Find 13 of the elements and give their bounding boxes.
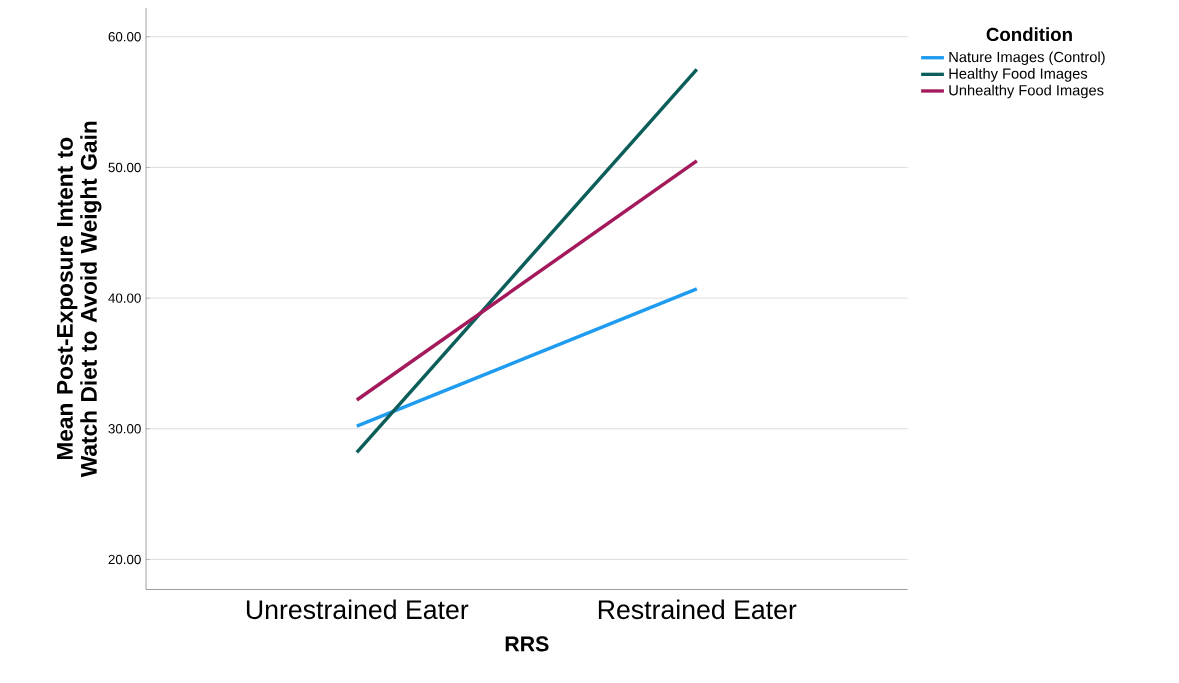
legend-label: Healthy Food Images <box>949 68 1088 82</box>
x-axis-title: RRS <box>505 636 549 652</box>
x-tick-label: Unrestrained Eater <box>246 599 469 620</box>
y-tick-label: 50.00 <box>108 162 141 173</box>
y-tick-label: 30.00 <box>108 424 141 434</box>
y-tick-label: 40.00 <box>108 293 141 303</box>
x-tick-label: Restrained Eater <box>598 599 797 620</box>
legend-label: Unhealthy Food Images <box>949 84 1104 99</box>
y-axis-title: Mean Post-Exposure Intent to Watch Diet to Avoid Weight Gain <box>57 121 102 478</box>
y-tick-label: 60.00 <box>108 32 141 42</box>
y-tick-label: 20.00 <box>108 554 141 565</box>
legend-title: Condition <box>986 27 1072 42</box>
legend-label: Nature Images (Control) <box>949 51 1105 66</box>
